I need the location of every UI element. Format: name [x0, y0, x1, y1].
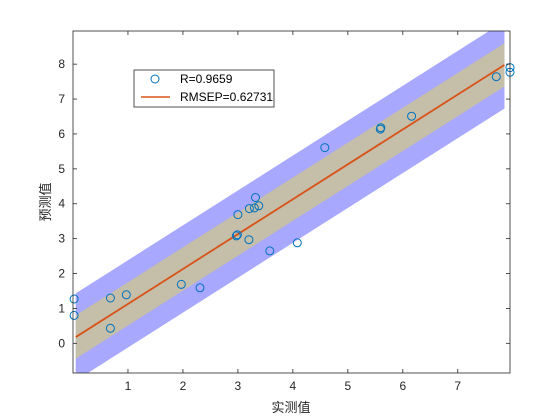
- y-tick-label: 7: [58, 92, 65, 106]
- x-tick-label: 4: [290, 379, 297, 393]
- legend-marker-points: [150, 74, 160, 84]
- data-point: [176, 279, 186, 289]
- plot-frame: [72, 30, 511, 374]
- data-point: [69, 294, 79, 304]
- x-tick-label: 1: [125, 379, 132, 393]
- x-tick-label: 2: [180, 379, 187, 393]
- x-axis-label: 实测值: [271, 400, 310, 416]
- legend: R=0.9659 RMSEP=0.62731: [133, 69, 275, 108]
- data-point: [254, 201, 264, 211]
- legend-label-line: RMSEP=0.62731: [180, 90, 273, 104]
- y-tick-label: 3: [58, 232, 65, 246]
- x-tick-label: 6: [399, 379, 406, 393]
- y-tick-label: 2: [58, 267, 65, 281]
- y-tick-label: 8: [58, 57, 65, 71]
- data-point: [249, 203, 259, 213]
- data-point: [265, 246, 275, 256]
- y-tick-label: 1: [58, 301, 65, 315]
- data-point: [105, 293, 115, 303]
- data-point: [244, 204, 254, 214]
- fit-line-group: [75, 64, 505, 338]
- y-tick-label: 4: [58, 197, 65, 211]
- data-point: [69, 310, 79, 320]
- data-point: [491, 72, 501, 82]
- data-point: [195, 283, 205, 293]
- x-tick-label: 3: [235, 379, 242, 393]
- y-tick-label: 5: [58, 162, 65, 176]
- data-point: [233, 210, 243, 220]
- data-point: [251, 193, 260, 202]
- data-point: [121, 290, 131, 300]
- y-axis-label: 预测值: [38, 182, 54, 221]
- data-point: [292, 238, 302, 248]
- y-tick-label: 6: [58, 127, 65, 141]
- data-point: [376, 123, 386, 133]
- y-tick-label: 0: [58, 336, 65, 350]
- data-point: [105, 323, 115, 333]
- x-axis-ticks: 1 2 3 4 5 6 7: [125, 31, 461, 393]
- data-point: [231, 231, 241, 241]
- x-tick-label: 7: [454, 379, 461, 393]
- data-point: [244, 235, 254, 245]
- fit-line: [75, 64, 505, 338]
- data-point: [320, 143, 330, 153]
- y-axis-ticks: 0 1 2 3 4 5 6 7 8: [58, 57, 510, 350]
- data-point: [232, 230, 242, 240]
- legend-label-points: R=0.9659: [180, 72, 233, 86]
- legend-box: [133, 69, 275, 108]
- x-tick-label: 5: [344, 379, 351, 393]
- data-point: [407, 111, 417, 121]
